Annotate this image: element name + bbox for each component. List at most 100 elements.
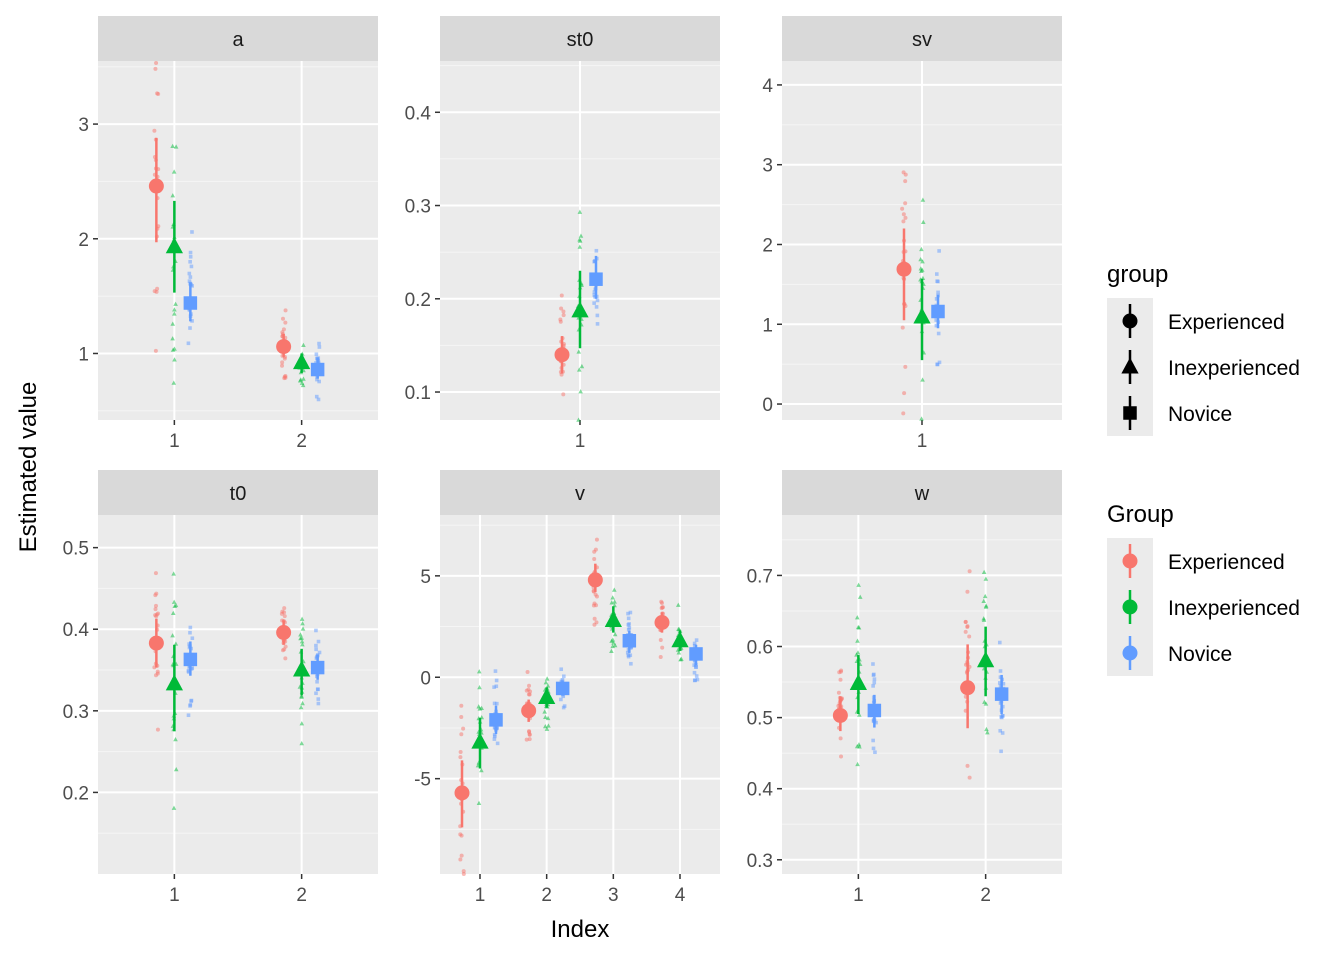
sample-point: [316, 697, 321, 701]
mean-point: [276, 624, 292, 640]
sample-point: [561, 309, 566, 314]
sample-point: [526, 687, 531, 692]
sample-point: [856, 582, 861, 587]
sample-point: [172, 357, 177, 362]
sample-point: [172, 307, 177, 312]
mean-point: [913, 307, 931, 324]
sample-point: [476, 800, 482, 806]
sample-point: [609, 648, 614, 654]
sample-point: [901, 212, 906, 217]
sample-point: [857, 594, 863, 599]
sample-point: [935, 362, 939, 367]
sample-point: [153, 603, 158, 608]
sample-point: [562, 674, 566, 679]
y-tick-label: 0: [762, 395, 773, 416]
sample-point: [934, 323, 939, 328]
sample-point: [155, 669, 160, 674]
sample-point: [985, 730, 990, 735]
x-tick-label: 1: [169, 885, 180, 906]
sample-point: [459, 715, 464, 720]
legend-label: Experienced: [1168, 551, 1285, 574]
sample-point: [592, 622, 597, 627]
strip-label-a: a: [232, 29, 244, 51]
sample-point: [903, 201, 908, 206]
sample-point: [153, 571, 158, 576]
sample-point: [492, 685, 496, 689]
sample-point: [152, 128, 157, 133]
sample-point: [660, 645, 665, 650]
strip-label-sv: sv: [912, 29, 932, 51]
sample-point: [658, 654, 663, 659]
sample-point: [965, 625, 970, 630]
sample-point: [594, 537, 599, 542]
x-tick-label: 1: [853, 885, 864, 906]
strip-sv: [782, 16, 1062, 61]
sample-point: [594, 248, 599, 253]
y-axis-title: Estimated value: [15, 382, 42, 553]
sample-point: [188, 275, 193, 279]
sample-point: [524, 737, 529, 742]
sample-point: [901, 219, 906, 224]
sample-point: [155, 727, 160, 732]
sample-point: [492, 732, 497, 737]
sample-point: [461, 726, 466, 731]
y-tick-label: 5: [420, 567, 431, 588]
sample-point: [920, 219, 926, 224]
sample-point: [171, 380, 177, 385]
sample-point: [170, 633, 175, 638]
sample-point: [314, 352, 319, 357]
sample-point: [919, 246, 924, 252]
sample-point: [190, 636, 195, 641]
sample-point: [527, 683, 532, 688]
sample-point: [676, 650, 682, 655]
sample-point: [900, 325, 905, 330]
sample-point: [693, 678, 697, 683]
mean-point: [489, 713, 503, 727]
mean-point: [867, 703, 882, 718]
sample-point: [543, 714, 548, 719]
sample-point: [591, 603, 596, 608]
y-tick-label: 0.5: [747, 709, 773, 730]
panel-a: a 1 2 3 1 2: [78, 16, 378, 452]
sample-point: [188, 704, 192, 708]
sample-point: [170, 610, 176, 615]
sample-point: [595, 313, 600, 318]
sample-point: [282, 614, 287, 619]
sample-point: [492, 701, 497, 706]
mean-point: [165, 237, 183, 254]
sample-point: [967, 634, 972, 639]
sample-point: [544, 676, 550, 681]
y-tick-label: 2: [78, 230, 89, 251]
sample-point: [611, 587, 617, 592]
sample-point: [577, 244, 583, 249]
sample-point: [838, 736, 843, 741]
sample-point: [545, 715, 551, 721]
mean-point: [554, 347, 570, 363]
panel-background: [440, 515, 720, 874]
mean-point: [471, 732, 489, 749]
sample-point: [282, 647, 287, 652]
sample-point: [527, 737, 532, 742]
sample-point: [838, 677, 843, 682]
panel-st0: st0 0.1 0.2 0.3 0.4 1: [405, 16, 720, 452]
sample-point: [188, 259, 192, 264]
mean-point: [521, 703, 537, 719]
mean-point: [276, 339, 292, 355]
strip-label-v: v: [575, 483, 585, 505]
sample-point: [872, 677, 877, 681]
legend-key-symbol: [1122, 599, 1138, 615]
sample-point: [479, 767, 484, 773]
sample-point: [595, 298, 600, 303]
sample-point: [628, 653, 633, 658]
sample-point: [316, 397, 321, 402]
sample-point: [903, 364, 908, 369]
sample-point: [675, 602, 681, 607]
mean-point: [832, 707, 848, 723]
sample-point: [965, 589, 970, 594]
legend-label: Inexperienced: [1168, 357, 1300, 380]
y-tick-label: 0.3: [747, 851, 773, 872]
sample-point: [173, 602, 179, 608]
sample-point: [317, 379, 321, 384]
y-tick-label: 0.7: [747, 566, 773, 587]
sample-point: [625, 650, 630, 655]
